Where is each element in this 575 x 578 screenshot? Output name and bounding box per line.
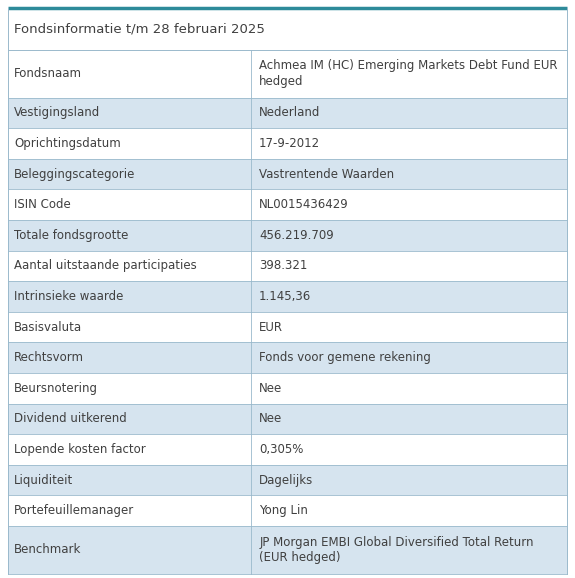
Text: 398.321: 398.321 — [259, 260, 308, 272]
Text: Dagelijks: Dagelijks — [259, 473, 313, 487]
Bar — [8, 281, 567, 312]
Text: 17-9-2012: 17-9-2012 — [259, 137, 320, 150]
Text: Liquiditeit: Liquiditeit — [14, 473, 73, 487]
Bar — [8, 190, 567, 220]
Text: Rechtsvorm: Rechtsvorm — [14, 351, 84, 364]
Text: 456.219.709: 456.219.709 — [259, 229, 334, 242]
Text: NL0015436429: NL0015436429 — [259, 198, 349, 211]
Bar — [8, 98, 567, 128]
Bar — [8, 465, 567, 495]
Bar — [8, 342, 567, 373]
Bar — [8, 50, 567, 98]
Text: Yong Lin: Yong Lin — [259, 504, 308, 517]
Text: Fondsinformatie t/m 28 februari 2025: Fondsinformatie t/m 28 februari 2025 — [14, 23, 265, 35]
Bar — [8, 220, 567, 251]
Text: Nederland: Nederland — [259, 106, 320, 120]
Bar — [8, 373, 567, 403]
Text: Dividend uitkerend: Dividend uitkerend — [14, 412, 126, 425]
Text: 1.145,36: 1.145,36 — [259, 290, 312, 303]
Text: EUR: EUR — [259, 321, 283, 334]
Bar — [8, 403, 567, 434]
Bar — [8, 8, 567, 50]
Text: Vestigingsland: Vestigingsland — [14, 106, 100, 120]
Text: Achmea IM (HC) Emerging Markets Debt Fund EUR: Achmea IM (HC) Emerging Markets Debt Fun… — [259, 59, 558, 72]
Text: Nee: Nee — [259, 381, 282, 395]
Text: Totale fondsgrootte: Totale fondsgrootte — [14, 229, 128, 242]
Text: Lopende kosten factor: Lopende kosten factor — [14, 443, 145, 456]
Text: Oprichtingsdatum: Oprichtingsdatum — [14, 137, 121, 150]
Text: Beleggingscategorie: Beleggingscategorie — [14, 168, 135, 180]
Bar — [8, 526, 567, 574]
Bar — [8, 251, 567, 281]
Text: JP Morgan EMBI Global Diversified Total Return: JP Morgan EMBI Global Diversified Total … — [259, 536, 534, 549]
Text: 0,305%: 0,305% — [259, 443, 304, 456]
Text: Vastrentende Waarden: Vastrentende Waarden — [259, 168, 394, 180]
Text: Nee: Nee — [259, 412, 282, 425]
Bar — [8, 434, 567, 465]
Text: (EUR hedged): (EUR hedged) — [259, 551, 340, 564]
Text: Beursnotering: Beursnotering — [14, 381, 98, 395]
Bar — [8, 128, 567, 159]
Text: Fonds voor gemene rekening: Fonds voor gemene rekening — [259, 351, 431, 364]
Text: ISIN Code: ISIN Code — [14, 198, 71, 211]
Text: Fondsnaam: Fondsnaam — [14, 67, 82, 80]
Text: hedged: hedged — [259, 75, 304, 88]
Bar — [8, 495, 567, 526]
Text: Intrinsieke waarde: Intrinsieke waarde — [14, 290, 124, 303]
Bar — [8, 159, 567, 190]
Text: Basisvaluta: Basisvaluta — [14, 321, 82, 334]
Text: Portefeuillemanager: Portefeuillemanager — [14, 504, 134, 517]
Text: Aantal uitstaande participaties: Aantal uitstaande participaties — [14, 260, 197, 272]
Text: Benchmark: Benchmark — [14, 543, 82, 557]
Bar — [8, 312, 567, 342]
